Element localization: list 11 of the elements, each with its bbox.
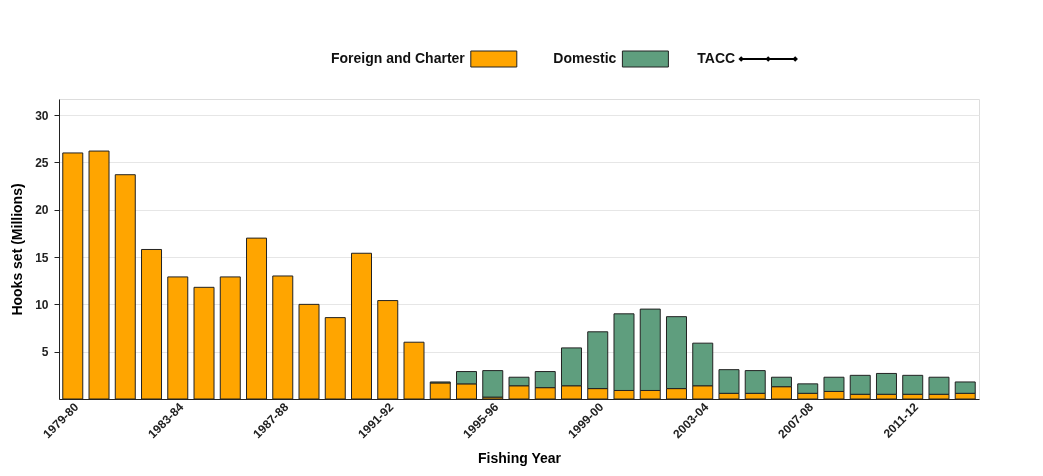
legend-label: Foreign and Charter xyxy=(331,50,466,66)
y-tick-label: 30 xyxy=(35,108,49,123)
y-tick-label: 10 xyxy=(35,297,49,312)
legend-label: Domestic xyxy=(553,50,617,66)
y-axis-title: Hooks set (Millions) xyxy=(9,183,26,316)
y-tick-label: 15 xyxy=(35,250,49,265)
y-tick-label: 20 xyxy=(35,203,49,218)
y-tick-label: 25 xyxy=(35,155,49,170)
y-tick-label: 5 xyxy=(41,345,49,360)
x-axis-title: Fishing Year xyxy=(478,450,562,467)
legend-label: TACC xyxy=(697,50,736,66)
